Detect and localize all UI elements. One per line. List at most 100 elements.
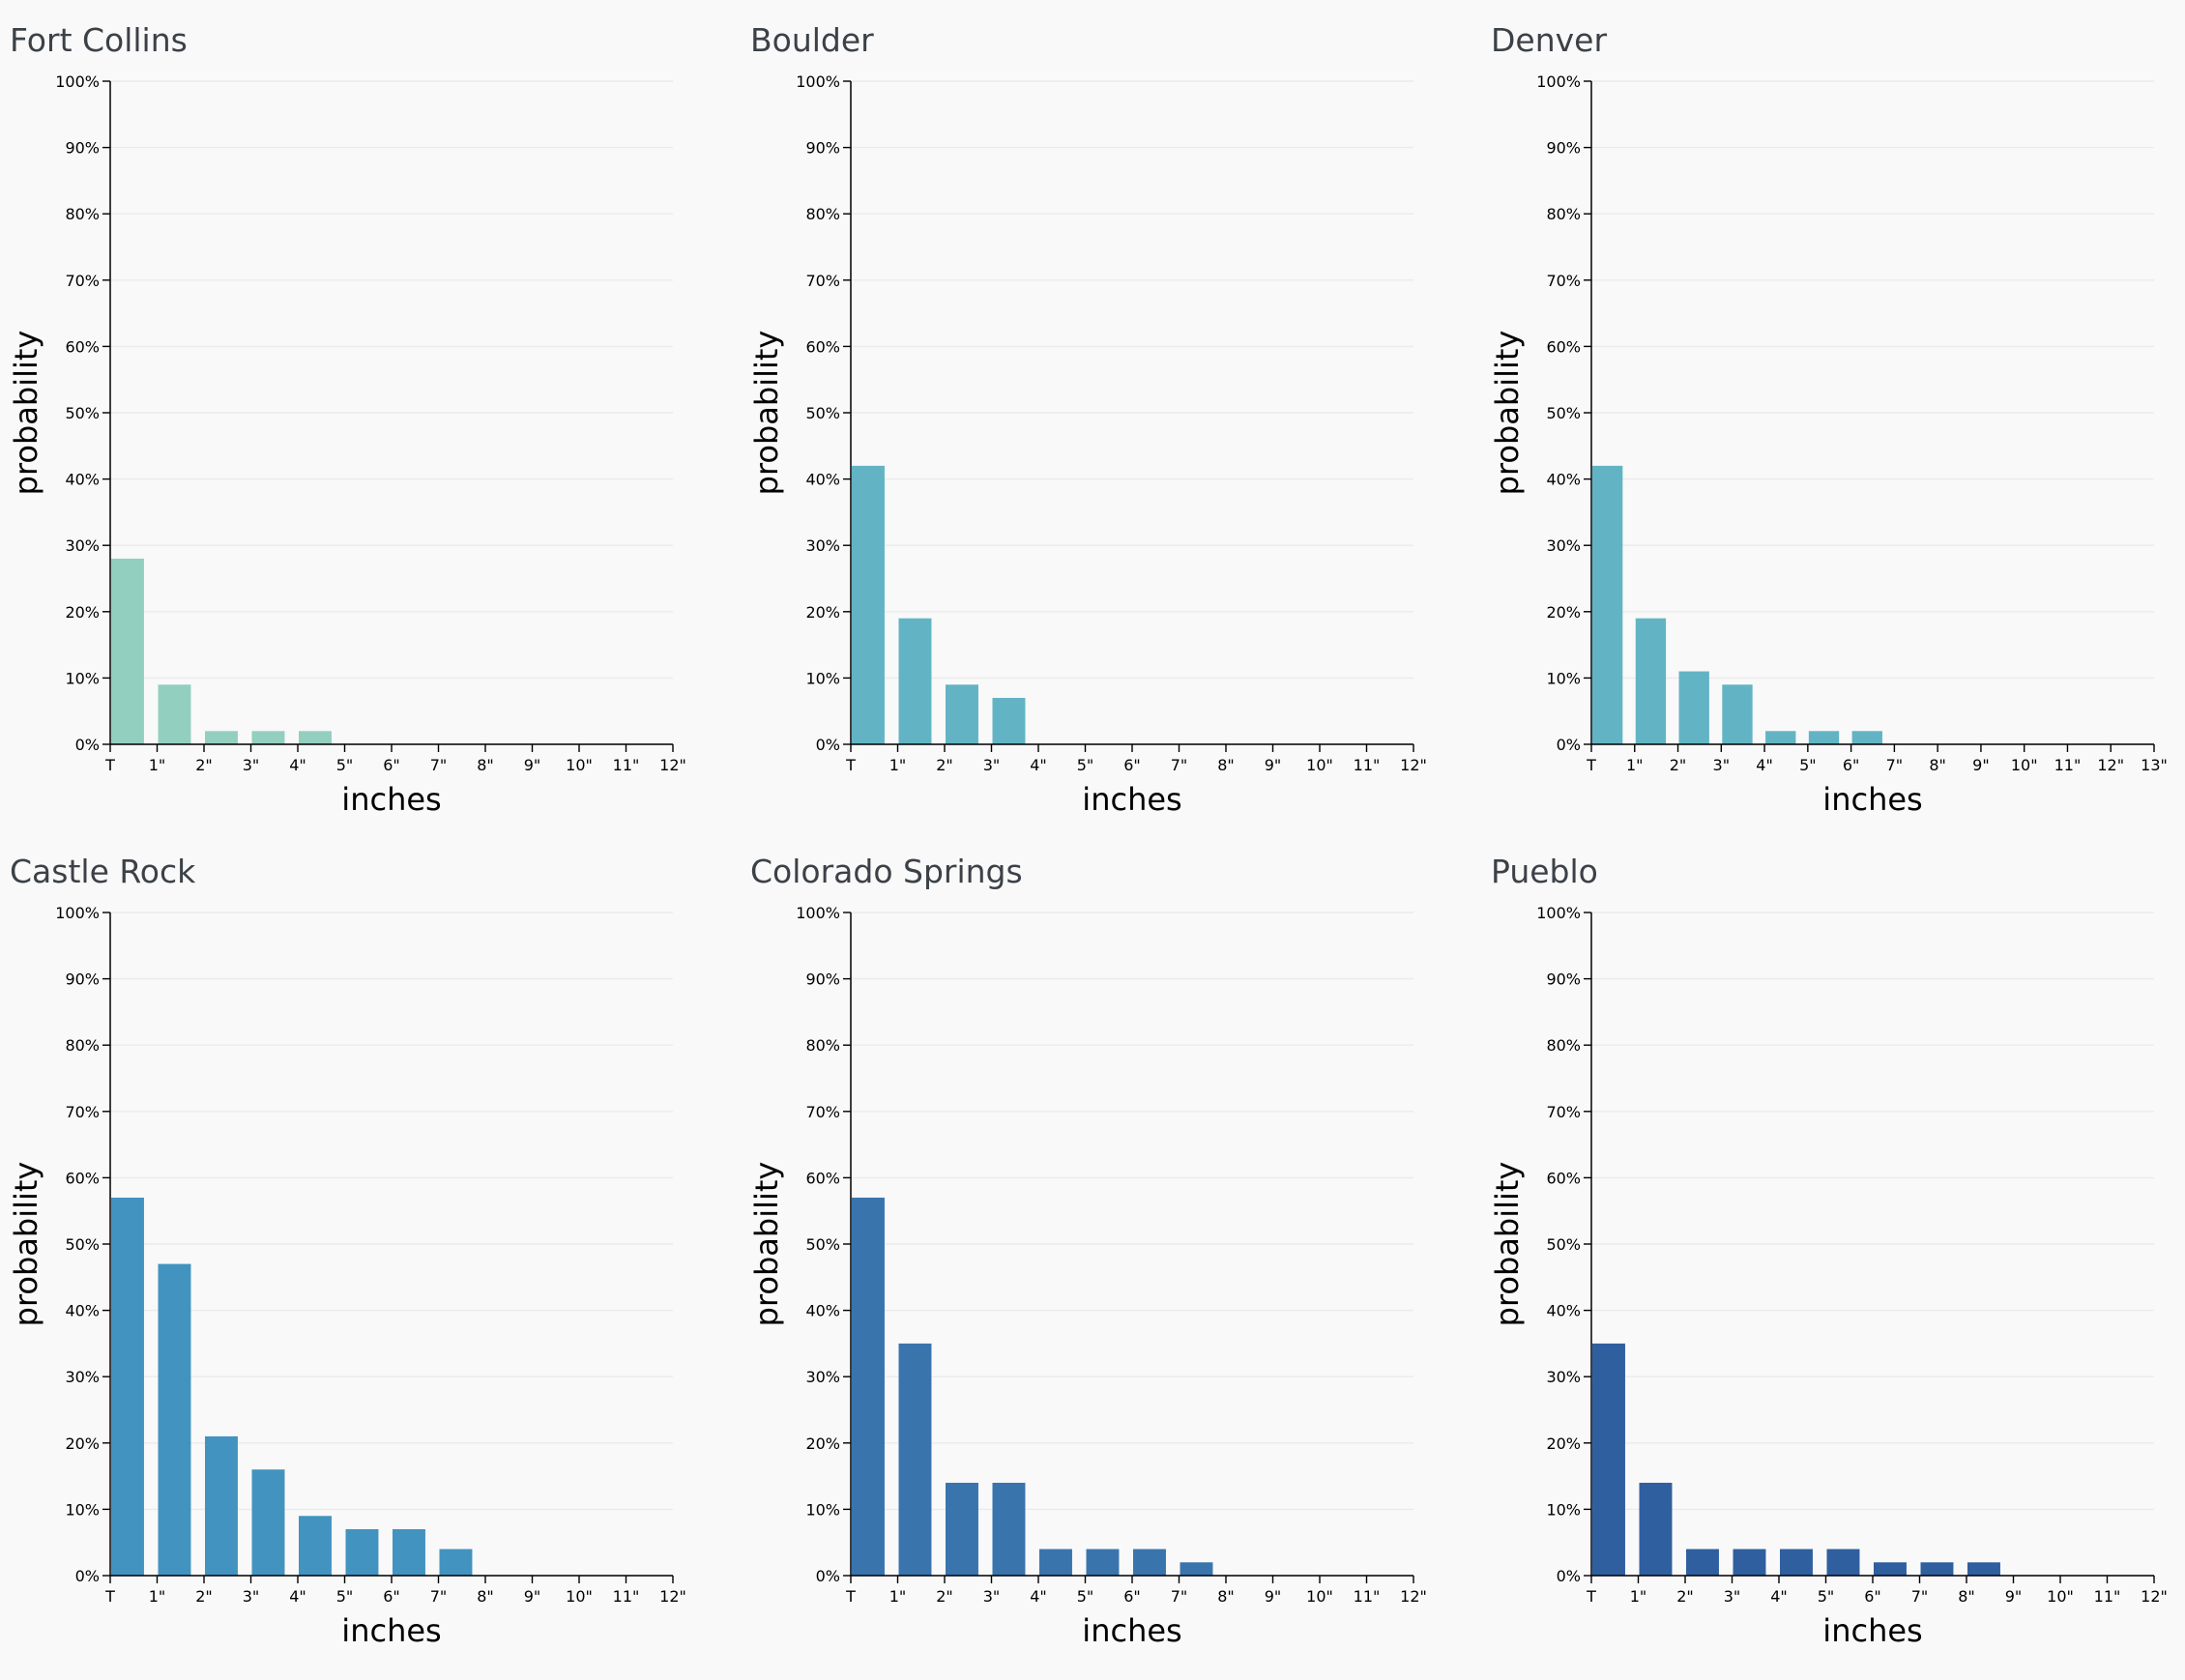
bar [852,465,885,744]
y-tick-label: 0% [1557,736,1581,754]
y-tick-label: 50% [1546,1235,1581,1254]
y-axis-label: probability [1489,331,1526,496]
y-tick-label: 0% [75,1567,100,1585]
x-tick-label: 3" [243,756,260,774]
y-tick-label: 60% [1546,337,1581,356]
bar [1874,1562,1907,1576]
x-tick-label: 2" [195,1587,213,1606]
bar [1851,731,1882,744]
x-tick-label: 9" [1265,756,1282,774]
y-tick-label: 60% [805,337,840,356]
y-tick-label: 40% [1546,1302,1581,1320]
y-tick-label: 80% [1546,205,1581,223]
x-tick-label: 9" [524,756,541,774]
bar [205,1435,238,1576]
x-tick-label: 13" [2141,756,2168,774]
y-tick-label: 30% [805,1368,840,1386]
bar [946,684,978,744]
x-tick-label: T [845,756,856,774]
x-tick-label: 12" [2097,756,2124,774]
bar [251,731,285,744]
y-tick-label: 50% [805,1235,840,1254]
x-tick-label: 5" [336,756,354,774]
x-tick-label: 12" [659,756,686,774]
y-tick-label: 40% [805,1302,840,1320]
y-tick-label: 20% [805,1434,840,1453]
bar [1039,1549,1072,1576]
bar [992,1482,1026,1576]
x-tick-label: 1" [1626,756,1644,774]
y-tick-label: 90% [1546,970,1581,989]
bar [898,618,932,744]
bar [1592,465,1623,744]
x-tick-label: 6" [383,756,400,774]
bar [1635,618,1667,744]
x-tick-label: 7" [1171,1587,1188,1606]
x-tick-label: 3" [1713,756,1731,774]
x-tick-label: 10" [1306,756,1333,774]
x-tick-label: 3" [983,756,1001,774]
y-tick-label: 70% [1546,272,1581,290]
y-tick-label: 100% [1536,72,1581,91]
x-tick-label: 9" [1972,756,1990,774]
y-tick-label: 50% [805,404,840,422]
y-tick-label: 0% [75,736,100,754]
x-tick-label: 4" [1030,1587,1047,1606]
x-tick-label: 2" [1676,1587,1694,1606]
x-tick-label: 9" [1265,1587,1282,1606]
y-tick-label: 60% [65,1169,100,1187]
bar [1733,1549,1766,1576]
x-tick-label: 12" [2141,1587,2168,1606]
x-tick-label: 8" [477,1587,494,1606]
bar [1133,1549,1166,1576]
x-tick-label: 6" [1864,1587,1881,1606]
x-tick-label: 2" [195,756,213,774]
chart-panel: Fort Collins 0% 10% 20% 30% 40% 50% 60% 70% 80% 90… [8,21,686,818]
bar [1678,671,1709,744]
x-tick-label: T [845,1587,856,1606]
x-tick-label: 4" [1770,1587,1788,1606]
y-tick-label: 60% [805,1169,840,1187]
x-tick-label: 1" [149,756,166,774]
bar [251,1469,285,1576]
y-tick-label: 80% [805,205,840,223]
bar [1592,1343,1625,1576]
y-tick-label: 30% [805,536,840,555]
x-tick-label: 1" [889,756,907,774]
bar [111,558,144,744]
bar [393,1528,425,1576]
y-tick-label: 10% [805,669,840,687]
x-tick-label: 2" [936,1587,953,1606]
y-axis-label: probability [8,1162,44,1327]
bar [439,1549,473,1576]
y-tick-label: 60% [1546,1169,1581,1187]
x-tick-label: 6" [1843,756,1860,774]
y-tick-label: 70% [65,1103,100,1121]
chart-panel: Castle Rock 0% 10% 20% 30% 40% 50% 60% 70% 80% 90%… [8,853,686,1649]
x-tick-label: 6" [1123,1587,1141,1606]
bar [1686,1549,1719,1576]
x-tick-label: 11" [1354,756,1381,774]
x-tick-label: 10" [2011,756,2038,774]
bar [992,697,1026,744]
bar [1180,1562,1213,1576]
y-tick-label: 100% [796,72,840,91]
bar [852,1197,885,1576]
x-tick-label: 5" [336,1587,354,1606]
x-tick-label: 10" [2047,1587,2074,1606]
y-tick-label: 50% [65,1235,100,1254]
x-tick-label: 5" [1077,1587,1094,1606]
chart-title: Pueblo [1491,853,1598,890]
y-tick-label: 80% [805,1036,840,1055]
x-tick-label: 1" [1630,1587,1647,1606]
y-tick-label: 70% [805,1103,840,1121]
y-tick-label: 60% [65,337,100,356]
x-tick-label: 12" [1400,756,1427,774]
y-tick-label: 50% [1546,404,1581,422]
y-tick-label: 30% [65,536,100,555]
bar [299,1516,332,1576]
x-tick-label: 1" [889,1587,907,1606]
x-tick-label: 3" [243,1587,260,1606]
y-tick-label: 10% [65,669,100,687]
bar [345,1528,379,1576]
